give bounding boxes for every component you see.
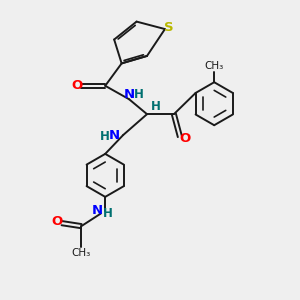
Text: O: O [71, 79, 82, 92]
Text: O: O [52, 215, 63, 228]
Text: H: H [134, 88, 144, 101]
Text: H: H [103, 207, 112, 220]
Text: CH₃: CH₃ [205, 61, 224, 71]
Text: S: S [164, 21, 173, 34]
Text: H: H [150, 100, 160, 113]
Text: N: N [124, 88, 135, 101]
Text: H: H [100, 130, 110, 143]
Text: O: O [180, 133, 191, 146]
Text: N: N [109, 129, 120, 142]
Text: CH₃: CH₃ [72, 248, 91, 258]
Text: N: N [91, 204, 102, 217]
